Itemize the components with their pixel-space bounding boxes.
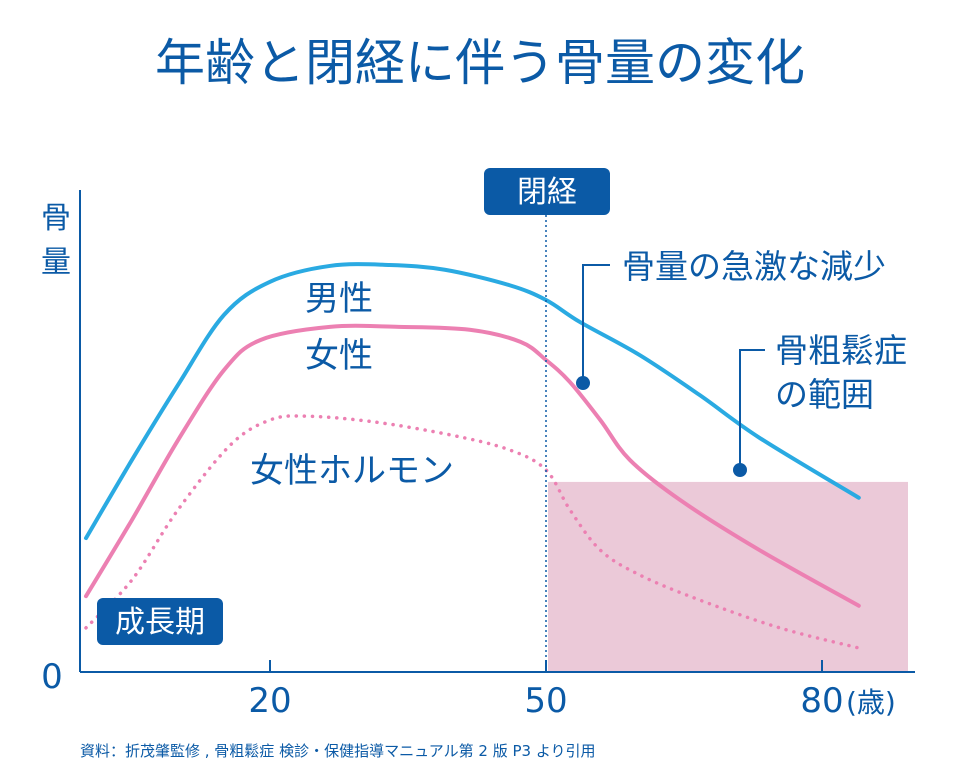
series-line-1: [84, 323, 861, 608]
chart-title: 年齢と閉経に伴う骨量の変化: [155, 34, 805, 92]
hormone-label: 女性ホルモン: [250, 451, 454, 491]
osteoporosis-dot: [733, 463, 747, 477]
osteoporosis-region: [548, 481, 908, 672]
growth-period-label: 成長期: [115, 605, 205, 640]
growth-period-box: [97, 598, 223, 645]
osteoporosis-label-1: 骨粗鬆症: [775, 331, 907, 370]
y-origin-label: 0: [41, 657, 63, 697]
male-label: 男性: [305, 279, 373, 319]
osteoporosis-label-2: の範囲: [775, 375, 874, 414]
y-axis-label-1: 骨: [41, 201, 71, 236]
x-tick-label-50: 50: [524, 681, 567, 721]
female-label: 女性: [305, 336, 373, 376]
series-line-0: [84, 262, 861, 541]
rapid-loss-label: 骨量の急激な減少: [622, 247, 886, 286]
x-tick-label-20: 20: [248, 681, 291, 721]
y-axis-label-2: 量: [41, 245, 71, 280]
menopause-label-box: [484, 168, 610, 215]
x-tick-label-80: 80: [800, 681, 843, 721]
series-line-2: [84, 414, 861, 650]
rapid-loss-leader: [582, 264, 610, 383]
x-axis-unit: (歳): [846, 686, 896, 719]
osteoporosis-leader: [739, 349, 765, 470]
source-note: 資料：折茂肇監修 , 骨粗鬆症 検診・保健指導マニュアル第 2 版 P3 より引…: [80, 742, 596, 760]
rapid-loss-dot: [576, 376, 590, 390]
menopause-label: 閉経: [517, 175, 577, 210]
